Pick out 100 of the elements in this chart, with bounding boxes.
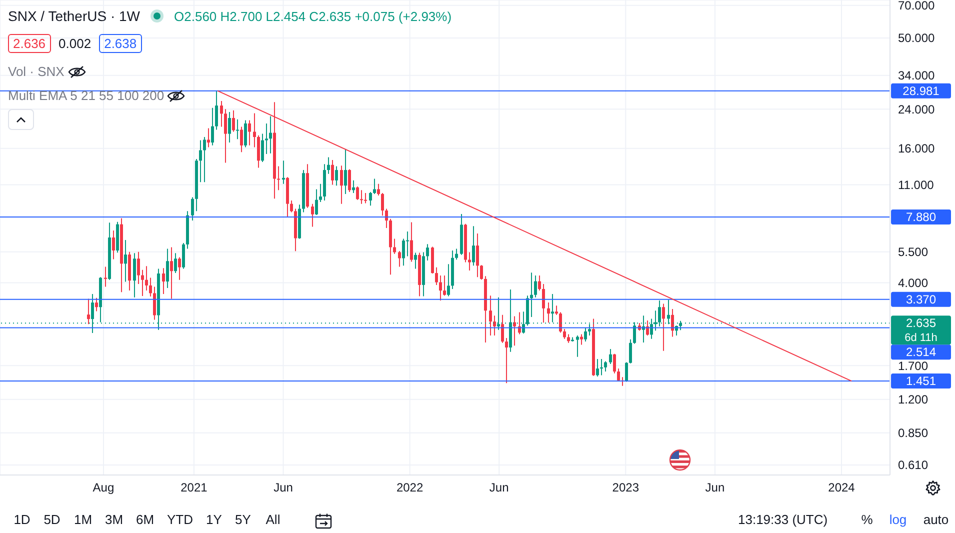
candlestick — [149, 277, 152, 298]
annotation: Multi EMA 5 21 55 100 200 — [8, 88, 164, 103]
candlestick — [580, 334, 583, 346]
candlestick — [265, 122, 268, 155]
candlestick — [137, 251, 140, 284]
y-tick-label: 0.610 — [898, 458, 928, 472]
text: % — [860, 512, 874, 527]
ref-line-label: 28.981 — [902, 84, 940, 98]
candlestick — [443, 275, 446, 296]
candlestick — [505, 338, 508, 384]
candlestick — [455, 248, 458, 260]
candlestick — [530, 272, 533, 318]
y-tick-label: 70.000 — [898, 0, 936, 13]
candlestick — [248, 120, 251, 146]
candlestick — [331, 159, 334, 186]
text: 1Y — [205, 512, 223, 527]
text: 5D — [42, 512, 62, 527]
annotation: 2.636 — [8, 34, 51, 53]
text: 6d 11h — [904, 332, 938, 344]
candlestick — [559, 312, 562, 334]
candlestick — [360, 190, 363, 204]
candlestick — [555, 305, 558, 316]
candlestick — [340, 165, 343, 204]
candlestick — [203, 136, 206, 183]
text: SNX / TetherUS · 1W — [8, 8, 140, 24]
ref-line-label: 1.451 — [906, 374, 936, 388]
candlestick — [228, 111, 231, 144]
candlestick — [476, 232, 479, 278]
y-tick-label: 1.200 — [898, 392, 928, 407]
candlestick — [410, 222, 413, 262]
x-tick-label: 2022 — [396, 480, 424, 495]
candlestick — [662, 303, 665, 352]
candlestick — [493, 315, 496, 336]
candlestick — [534, 275, 537, 298]
y-tick-label: 34.000 — [898, 68, 936, 83]
candlestick — [381, 192, 384, 216]
candlestick — [153, 286, 156, 320]
candlestick — [402, 238, 405, 266]
candlestick — [335, 166, 338, 186]
candlestick — [319, 183, 322, 203]
candlestick — [596, 358, 599, 377]
candlestick — [468, 252, 471, 271]
candlestick — [178, 256, 181, 280]
candlestick — [584, 327, 587, 342]
candlestick — [282, 160, 285, 184]
candlestick — [613, 353, 616, 374]
candlestick — [576, 335, 579, 358]
candlestick — [207, 128, 210, 148]
candlestick — [211, 107, 214, 146]
x-tick-label: Jun — [705, 480, 725, 495]
annotation: 0.002 — [58, 36, 92, 51]
text: 1D — [12, 512, 32, 527]
candlestick — [513, 316, 516, 346]
candlestick — [348, 168, 351, 193]
candlestick — [166, 248, 169, 288]
candlestick — [617, 368, 620, 382]
text: 5Y — [234, 512, 252, 527]
x-tick-label: 2023 — [612, 480, 640, 495]
candlestick — [373, 178, 376, 194]
candlestick — [547, 302, 550, 324]
text: YTD — [166, 512, 194, 527]
y-tick-label: 1.700 — [898, 358, 928, 373]
x-tick-label: Aug — [92, 480, 114, 495]
y-tick-label: 11.000 — [898, 178, 934, 192]
candlestick — [542, 283, 545, 324]
candlestick — [426, 244, 429, 262]
candlestick — [244, 120, 247, 148]
candlestick — [369, 192, 372, 206]
ref-line-label: 2.514 — [906, 345, 936, 360]
candlestick — [501, 314, 504, 344]
candlestick — [480, 264, 483, 280]
text: auto — [922, 512, 950, 527]
text: 3M — [104, 512, 124, 527]
candlestick — [170, 246, 173, 300]
text: 1M — [72, 512, 94, 527]
annotation: Vol · SNX — [8, 64, 64, 79]
candlestick — [232, 110, 235, 132]
candlestick — [364, 192, 367, 204]
candlestick — [261, 133, 264, 163]
candlestick — [604, 360, 607, 372]
candlestick — [182, 242, 185, 270]
x-tick-label: Jun — [274, 480, 293, 495]
candlestick — [174, 252, 177, 274]
text: log — [888, 512, 908, 527]
candlestick — [191, 196, 194, 222]
x-tick-label: 2024 — [828, 480, 856, 495]
text: O2.560 H2.700 L2.454 C2.635 +0.075 (+2.93%) — [174, 8, 452, 24]
candlestick — [671, 308, 674, 338]
ref-line-label: 2.635 — [906, 316, 936, 330]
candlestick — [439, 275, 442, 301]
candlestick — [224, 108, 227, 164]
candlestick — [344, 148, 347, 194]
ref-line-label: 7.880 — [906, 210, 936, 224]
y-tick-label: 5.500 — [898, 245, 928, 260]
candlestick — [327, 156, 330, 174]
candlestick — [95, 297, 98, 312]
candlestick — [563, 328, 566, 340]
candlestick — [377, 183, 380, 196]
candlestick — [124, 239, 127, 282]
candlestick — [447, 264, 450, 297]
